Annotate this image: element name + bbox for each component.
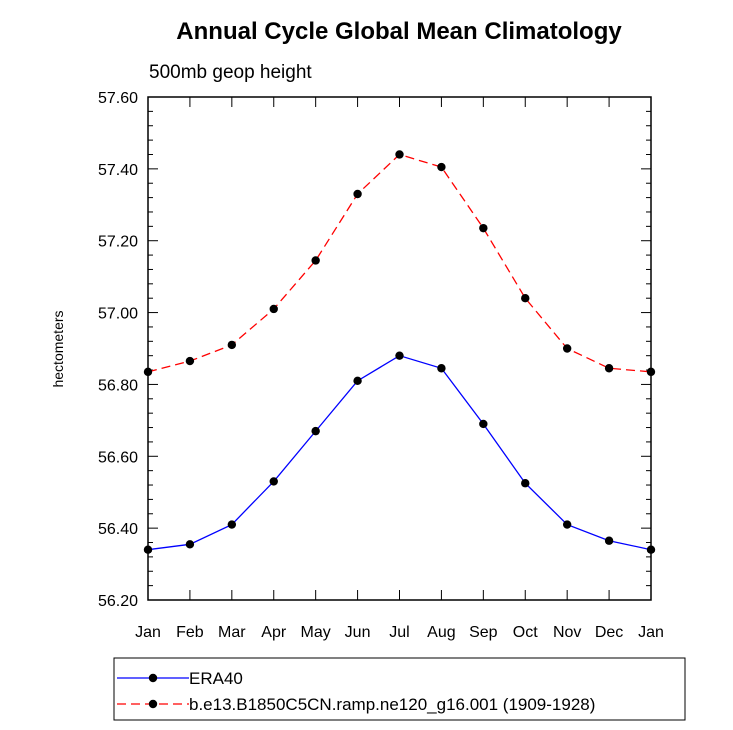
series-1-point [604, 364, 614, 373]
x-tick-label: Mar [218, 624, 246, 641]
series-1-point [521, 294, 530, 303]
x-tick-label: Jun [345, 624, 371, 641]
legend-box [113, 657, 686, 721]
series-1-point [437, 162, 446, 172]
legend-label-1: b.e13.B1850C5CN.ramp.ne120_g16.001 (1909… [189, 695, 595, 714]
series-0-point [353, 376, 362, 386]
y-tick-label: 57.60 [98, 90, 138, 107]
series-1-point [353, 189, 362, 199]
legend: ERA40 b.e13.B1850C5CN.ramp.ne120_g16.001 … [113, 657, 686, 721]
series-0-point [185, 540, 195, 549]
plot-frame [147, 96, 652, 601]
series-0-point [311, 426, 320, 436]
series-1-point [143, 367, 153, 377]
legend-marker-0 [148, 673, 158, 683]
series-1-point [227, 340, 237, 350]
series-0-point [479, 419, 488, 429]
series-layer [143, 150, 656, 554]
series-0-point [269, 477, 278, 486]
y-tick-label: 56.80 [98, 377, 138, 394]
x-tick-label: Dec [595, 624, 623, 641]
series-0-point [562, 520, 572, 529]
x-tick-label: Jan [638, 624, 664, 641]
series-line-0 [147, 354, 652, 551]
y-tick-label: 56.40 [98, 521, 138, 538]
series-1-point [185, 356, 195, 366]
x-tick-label: Jul [389, 624, 409, 641]
series-1-point [562, 344, 572, 353]
x-tick-label: Sep [469, 624, 498, 641]
series-0-point [521, 479, 530, 488]
y-axis-label: hectometers [50, 310, 66, 387]
x-tick-label: May [301, 624, 331, 641]
x-tick-label: Aug [427, 624, 455, 641]
series-1-point [479, 223, 488, 233]
y-tick-label: 56.60 [98, 449, 138, 466]
x-tick-label: Apr [261, 624, 287, 641]
x-tick-label: Oct [513, 624, 538, 641]
series-0-point [604, 536, 614, 545]
series-0-point [437, 364, 446, 373]
series-1-point [311, 256, 320, 265]
x-tick-label: Jan [135, 624, 161, 641]
legend-marker-1 [148, 699, 158, 709]
y-tick-label: 57.00 [98, 306, 138, 323]
series-1-point [269, 304, 278, 314]
series-line-1 [147, 153, 652, 373]
series-0-point [143, 545, 153, 554]
legend-label-0: ERA40 [189, 669, 243, 688]
y-tick-label: 56.20 [98, 593, 138, 610]
chart-title: Annual Cycle Global Mean Climatology [176, 18, 622, 45]
x-tick-label: Nov [553, 624, 581, 641]
series-1-point [646, 367, 656, 377]
y-tick-label: 57.20 [98, 234, 138, 251]
series-0-point [227, 520, 237, 529]
series-1-point [395, 150, 404, 159]
series-0-point [646, 545, 656, 554]
chart-subtitle: 500mb geop height [149, 62, 312, 83]
x-tick-label: Feb [176, 624, 204, 641]
axis-ticks: Jan Feb Mar Apr May Jun Jul Aug Sep Oct Nov Dec Jan 5… [98, 90, 664, 641]
series-0-point [395, 351, 404, 360]
y-tick-label: 57.40 [98, 162, 138, 179]
